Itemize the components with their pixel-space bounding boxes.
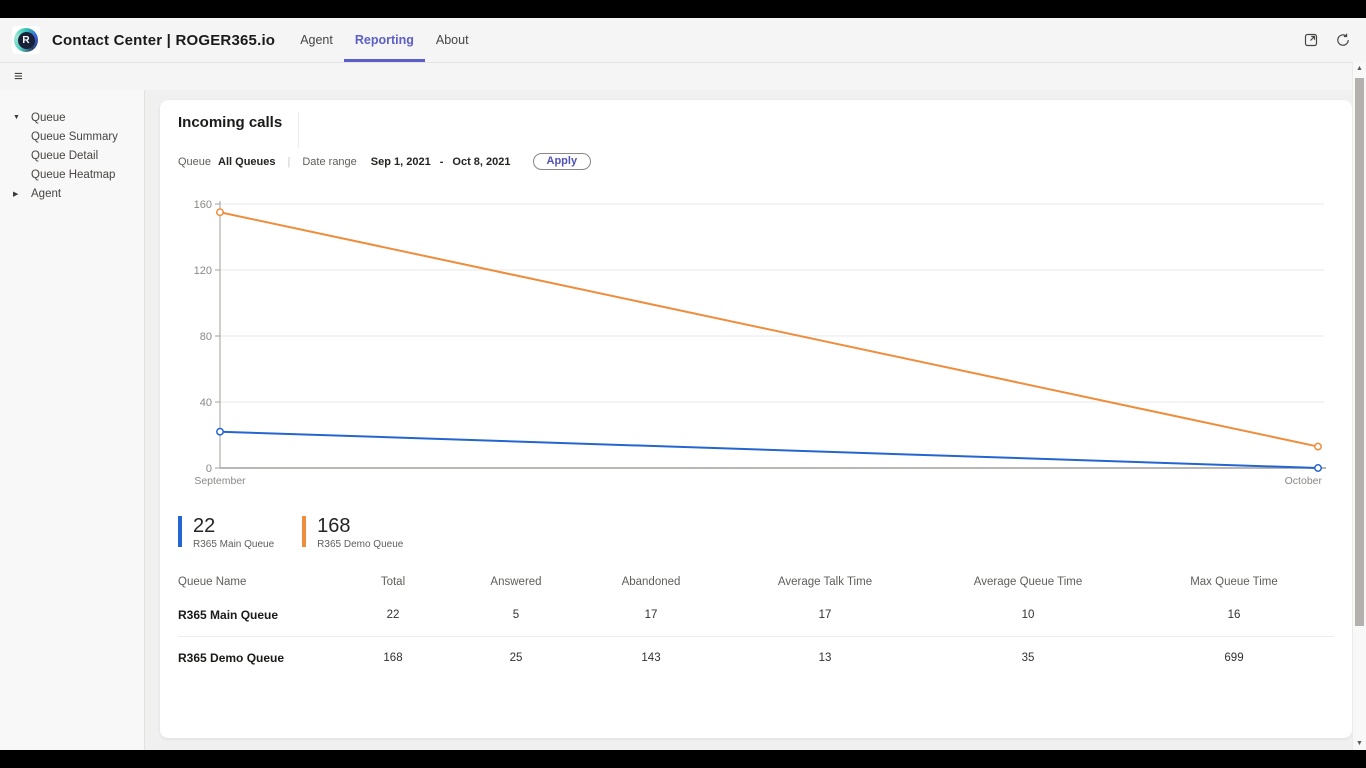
incoming-calls-chart[interactable]: 0 40 80 120 160 September October <box>178 198 1334 490</box>
total-cell: 168 <box>328 636 458 679</box>
refresh-icon[interactable] <box>1334 31 1352 49</box>
title-divider <box>298 112 300 148</box>
sidebar-item-queue-detail[interactable]: Queue Detail <box>0 146 144 165</box>
legend-value: 22 <box>193 515 216 537</box>
roger365-logo: R <box>12 26 40 54</box>
scroll-down-icon[interactable]: ▼ <box>1356 740 1363 747</box>
answered-cell: 25 <box>458 636 574 679</box>
avg-queue-time-cell: 35 <box>922 636 1134 679</box>
svg-text:40: 40 <box>200 397 212 409</box>
app-tab-bar: Agent Reporting About <box>289 18 479 62</box>
date-range-label: Date range <box>302 155 357 168</box>
filter-bar: Queue All Queues | Date range Sep 1, 202… <box>178 153 1334 170</box>
column-header-abandoned: Abandoned <box>621 576 681 588</box>
column-header-avg-talk-time: Average Talk Time <box>777 576 873 588</box>
column-header-avg-queue-time: Average Queue Time <box>973 576 1083 588</box>
column-header-queue-name: Queue Name <box>178 576 247 588</box>
sidebar-group-agent-label: Agent <box>31 187 62 200</box>
sidebar-item-queue-heatmap[interactable]: Queue Heatmap <box>0 165 144 184</box>
table-header-row: Queue Name Total Answered Abandoned Aver… <box>178 568 1334 594</box>
filter-separator: | <box>287 155 291 168</box>
vertical-scrollbar: ▲ ▼ <box>1352 62 1366 750</box>
sidebar-group-agent[interactable]: ▶ Agent <box>0 184 144 203</box>
sidebar-group-queue-label: Queue <box>31 111 66 124</box>
app-title: Contact Center | ROGER365.io <box>52 31 276 49</box>
date-separator: - <box>439 155 444 168</box>
queue-name-cell: R365 Demo Queue <box>178 636 328 679</box>
legend-item-demo-queue: 168 R365 Demo Queue <box>302 516 403 550</box>
svg-text:80: 80 <box>200 331 212 343</box>
avg-talk-time-cell: 17 <box>818 609 832 621</box>
tab-agent[interactable]: Agent <box>300 33 333 47</box>
incoming-calls-card: Incoming calls Queue All Queues | Date r… <box>160 100 1352 738</box>
svg-text:0: 0 <box>206 463 212 475</box>
legend-swatch <box>302 516 307 547</box>
chart-legend: 22 R365 Main Queue 168 R365 Demo Queue <box>178 516 1334 550</box>
avg-queue-time-cell: 10 <box>1021 609 1035 621</box>
date-to-field[interactable]: Oct 8, 2021 <box>452 155 511 168</box>
column-header-answered: Answered <box>490 576 542 588</box>
sidebar-item-queue-summary-label: Queue Summary <box>31 130 118 143</box>
tab-reporting[interactable]: Reporting <box>344 18 425 62</box>
svg-text:120: 120 <box>194 265 212 277</box>
scrollbar-thumb[interactable] <box>1355 78 1364 626</box>
sidebar-group-queue[interactable]: ▼ Queue <box>0 108 144 127</box>
caret-down-icon: ▼ <box>13 114 20 121</box>
legend-label: R365 Demo Queue <box>317 539 404 550</box>
content-area: Incoming calls Queue All Queues | Date r… <box>145 90 1352 750</box>
page-title: Incoming calls <box>178 114 283 131</box>
apply-button[interactable]: Apply <box>532 153 592 170</box>
answered-cell: 5 <box>512 609 520 621</box>
queue-filter-label: Queue <box>178 155 212 168</box>
header-icons <box>1302 18 1352 62</box>
avg-talk-time-cell: 13 <box>728 636 922 679</box>
popout-icon[interactable] <box>1302 31 1320 49</box>
toolbar-row: ≡ <box>0 62 1366 90</box>
legend-item-main-queue: 22 R365 Main Queue <box>178 516 274 550</box>
queue-stats-table: Queue Name Total Answered Abandoned Aver… <box>178 568 1334 679</box>
column-header-total: Total <box>380 576 406 588</box>
date-from-field[interactable]: Sep 1, 2021 <box>370 155 431 168</box>
max-queue-time-cell: 699 <box>1134 636 1334 679</box>
sidebar-item-queue-detail-label: Queue Detail <box>31 149 99 162</box>
caret-right-icon: ▶ <box>13 190 19 198</box>
table-row: R365 Demo Queue 168 25 143 13 35 699 <box>178 636 1334 679</box>
legend-label: R365 Main Queue <box>193 539 275 550</box>
column-header-max-queue-time: Max Queue Time <box>1190 576 1278 588</box>
table-row: R365 Main Queue 22 5 17 17 10 16 <box>178 594 1334 637</box>
legend-value: 168 <box>317 515 351 537</box>
abandoned-cell: 143 <box>574 636 728 679</box>
svg-text:September: September <box>194 475 246 487</box>
max-queue-time-cell: 16 <box>1227 609 1241 621</box>
svg-text:160: 160 <box>194 199 212 211</box>
roger365-logo-letter: R <box>17 31 35 49</box>
queue-filter-dropdown[interactable]: All Queues <box>218 155 276 168</box>
scroll-up-icon[interactable]: ▲ <box>1356 65 1363 72</box>
card-title-row: Incoming calls <box>178 112 1334 148</box>
reporting-sidebar: ▼ Queue Queue Summary Queue Detail Queue… <box>0 90 145 750</box>
teams-app-frame: R Contact Center | ROGER365.io Agent Rep… <box>0 18 1366 750</box>
workspace: ▼ Queue Queue Summary Queue Detail Queue… <box>0 90 1352 750</box>
roger365-logo-ring: R <box>14 28 38 52</box>
legend-swatch <box>178 516 182 547</box>
hamburger-menu-icon[interactable]: ≡ <box>14 68 23 85</box>
sidebar-item-queue-summary[interactable]: Queue Summary <box>0 127 144 146</box>
abandoned-cell: 17 <box>644 609 658 621</box>
queue-name-cell: R365 Main Queue <box>178 608 279 622</box>
app-header: R Contact Center | ROGER365.io Agent Rep… <box>0 18 1366 62</box>
tab-about[interactable]: About <box>435 33 469 47</box>
svg-text:October: October <box>1285 475 1323 487</box>
total-cell: 22 <box>386 609 400 621</box>
sidebar-item-queue-heatmap-label: Queue Heatmap <box>31 168 116 181</box>
